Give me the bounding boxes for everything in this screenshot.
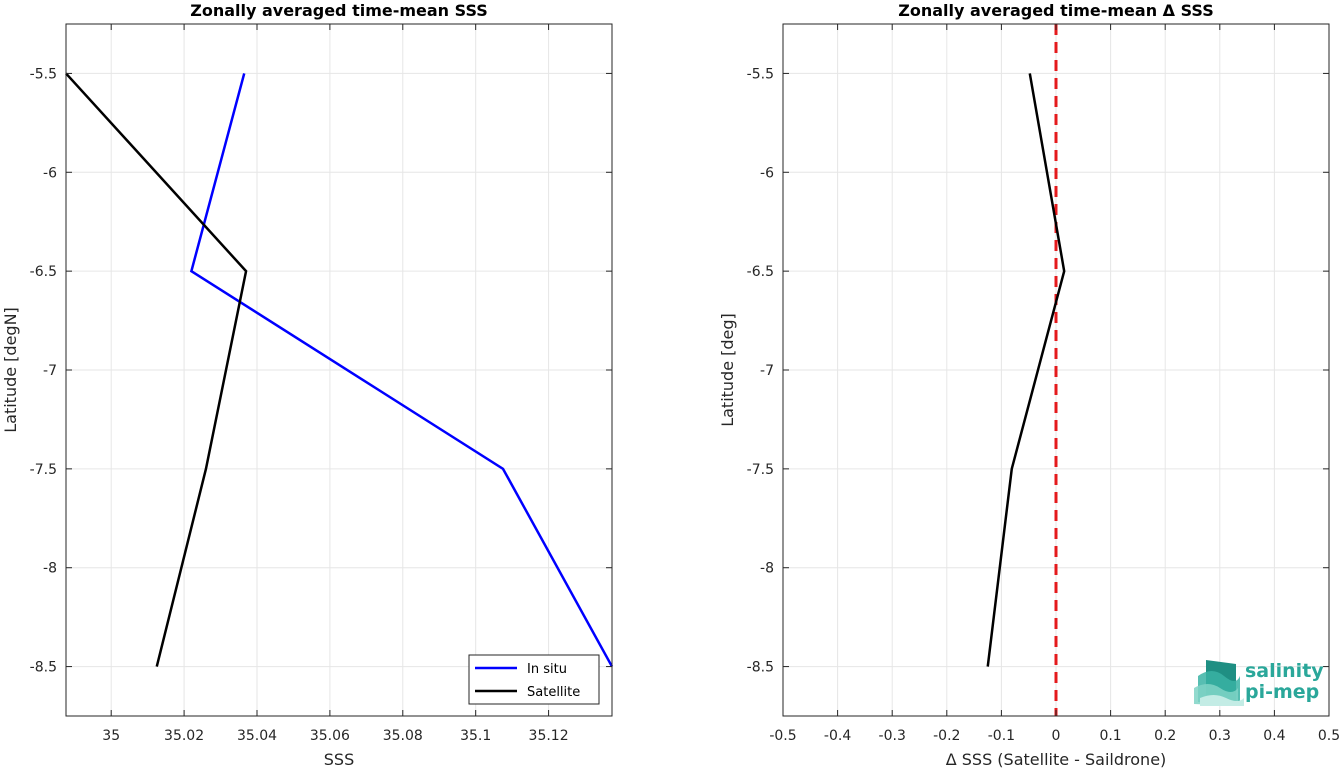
x-tick-label: -0.2 <box>933 728 960 744</box>
sss-panel: 35 35.02 35.04 35.06 35.08 35.1 35.12 -5.5 -6 -6.… <box>1 1 614 769</box>
x-tick-label: 35.02 <box>164 728 204 744</box>
y-tick-label: -6.5 <box>747 264 774 280</box>
x-tick-label: -0.3 <box>879 728 906 744</box>
x-tick-label: 0 <box>1052 728 1061 744</box>
chart-title: Zonally averaged time-mean Δ SSS <box>898 1 1214 20</box>
y-tick-label: -7.5 <box>747 462 774 478</box>
y-tick-label: -5.5 <box>30 66 57 82</box>
waves-icon <box>1194 660 1244 706</box>
x-axis-label: SSS <box>324 750 354 769</box>
y-axis-label: Latitude [degN] <box>1 307 20 433</box>
y-tick-label: -6 <box>43 165 57 181</box>
y-tick-label: -7 <box>760 363 774 379</box>
x-tick-label: 35.08 <box>383 728 423 744</box>
logo-text-pi-mep: pi-mep <box>1245 681 1319 703</box>
series-line-in-situ <box>189 73 614 668</box>
y-tick-label: -8 <box>760 561 774 577</box>
x-tick-label: 35.06 <box>310 728 350 744</box>
legend-label: Satellite <box>527 685 580 700</box>
y-tick-label: -7 <box>43 363 57 379</box>
series-line-delta <box>986 73 1066 667</box>
y-tick-label: -6 <box>760 165 774 181</box>
x-tick-label: -0.1 <box>988 728 1015 744</box>
x-tick-label: 35.04 <box>237 728 277 744</box>
chart-title: Zonally averaged time-mean SSS <box>190 1 488 20</box>
x-tick-label: 35.12 <box>529 728 569 744</box>
y-tick-label: -6.5 <box>30 264 57 280</box>
x-tick-label: 0.2 <box>1154 728 1176 744</box>
legend-box <box>468 654 600 705</box>
x-tick-label: -0.5 <box>769 728 796 744</box>
y-axis-label: Latitude [deg] <box>718 313 737 427</box>
x-tick-label: 0.4 <box>1263 728 1285 744</box>
series-line-satellite <box>65 72 248 667</box>
y-tick-label: -8.5 <box>747 660 774 676</box>
x-tick-label: 0.5 <box>1318 728 1340 744</box>
logo-text-salinity: salinity <box>1245 660 1324 682</box>
y-tick-label: -5.5 <box>747 66 774 82</box>
wave-shape <box>1200 695 1244 706</box>
legend: In situ Satellite <box>468 654 600 705</box>
y-tick-label: -7.5 <box>30 462 57 478</box>
x-tick-label: 0.3 <box>1209 728 1231 744</box>
y-tick-label: -8 <box>43 561 57 577</box>
y-tick-label: -8.5 <box>30 660 57 676</box>
x-tick-label: -0.4 <box>824 728 851 744</box>
x-tick-label: 35.1 <box>460 728 491 744</box>
x-axis-label: Δ SSS (Satellite - Saildrone) <box>946 750 1167 769</box>
x-tick-label: 0.1 <box>1099 728 1121 744</box>
x-tick-label: 35 <box>102 728 120 744</box>
delta-sss-panel: -0.5 -0.4 -0.3 -0.2 -0.1 0 0.1 0.2 0.3 0.4 0.5 -5.5… <box>718 1 1340 769</box>
legend-label: In situ <box>527 662 567 677</box>
